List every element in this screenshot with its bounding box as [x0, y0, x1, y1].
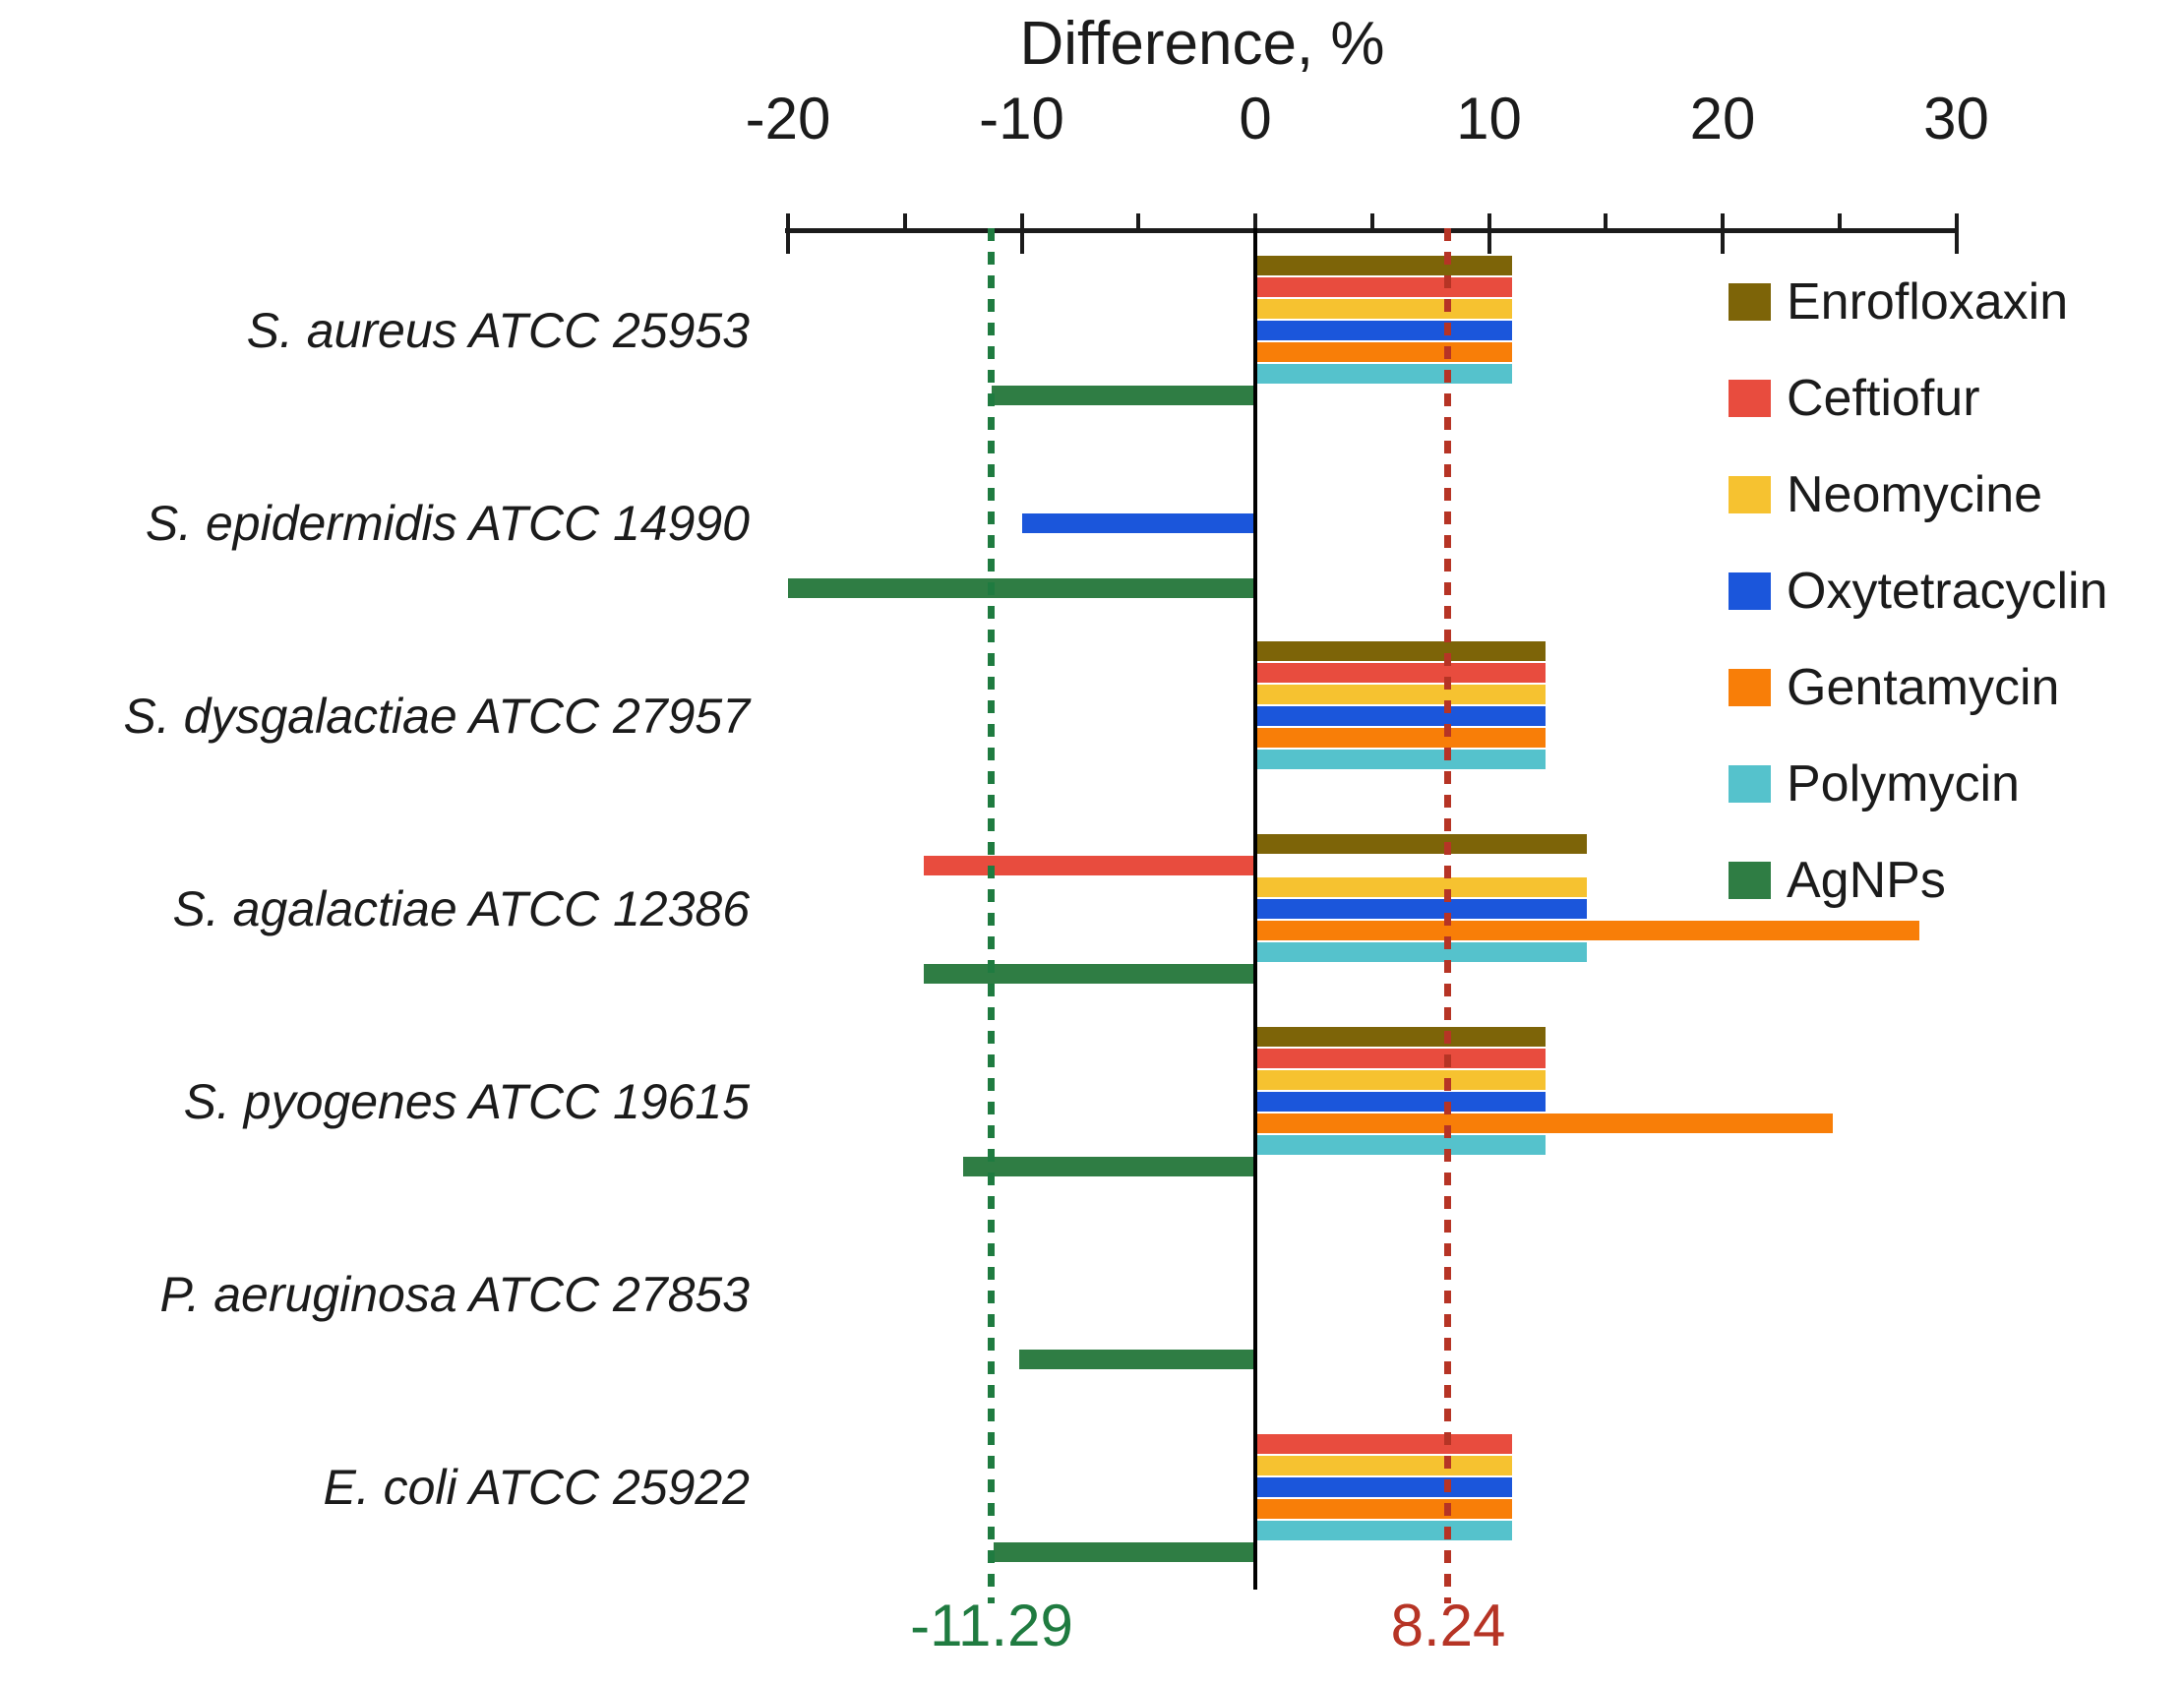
reference-line--11.29 [988, 228, 996, 1603]
legend-label-oxytetracyclin: Oxytetracyclin [1787, 563, 2108, 620]
x-axis-tick-label-30: 30 [1923, 86, 1989, 151]
bar-enrofloxaxin-s-agalactiae-atcc-12386 [1255, 834, 1588, 854]
x-axis-minor-tick-15 [1604, 213, 1608, 233]
bar-polymycin-s-dysgalactiae-atcc-27957 [1255, 750, 1546, 769]
x-axis-tick-label-10: 10 [1456, 86, 1522, 151]
reference-label-antibiotic-mean: 8.24 [1390, 1593, 1506, 1658]
bar-polymycin-e-coli-atcc-25922 [1255, 1521, 1513, 1540]
legend-item-ceftiofur: Ceftiofur [1729, 370, 1980, 427]
bar-neomycine-s-aureus-atcc-25953 [1255, 299, 1513, 319]
bar-oxytetracyclin-e-coli-atcc-25922 [1255, 1477, 1513, 1497]
bar-polymycin-s-agalactiae-atcc-12386 [1255, 942, 1588, 962]
bar-enrofloxaxin-s-dysgalactiae-atcc-27957 [1255, 641, 1546, 661]
legend-item-gentamycin: Gentamycin [1729, 659, 2060, 716]
category-label-p-aeruginosa-atcc-27853: P. aeruginosa ATCC 27853 [159, 1267, 750, 1322]
bar-ceftiofur-s-agalactiae-atcc-12386 [923, 856, 1255, 875]
legend-item-polymycin: Polymycin [1729, 755, 2020, 812]
bar-enrofloxaxin-s-aureus-atcc-25953 [1255, 256, 1513, 275]
legend-swatch-gentamycin [1729, 669, 1771, 706]
x-axis-minor-tick-25 [1837, 213, 1842, 233]
legend-swatch-polymycin [1729, 765, 1771, 803]
bar-ceftiofur-e-coli-atcc-25922 [1255, 1434, 1513, 1454]
bar-neomycine-s-agalactiae-atcc-12386 [1255, 877, 1588, 897]
legend-label-ceftiofur: Ceftiofur [1787, 370, 1980, 427]
legend-label-polymycin: Polymycin [1787, 755, 2020, 812]
legend-label-agnps: AgNPs [1787, 852, 1946, 909]
legend-item-neomycine: Neomycine [1729, 466, 2043, 523]
bar-gentamycin-s-pyogenes-atcc-19615 [1255, 1113, 1833, 1133]
legend-swatch-agnps [1729, 862, 1771, 899]
x-axis-tick-label--20: -20 [745, 86, 831, 151]
category-label-s-dysgalactiae-atcc-27957: S. dysgalactiae ATCC 27957 [123, 689, 750, 744]
bar-oxytetracyclin-s-aureus-atcc-25953 [1255, 321, 1513, 340]
bar-agnps-p-aeruginosa-atcc-27853 [1019, 1350, 1255, 1369]
bar-agnps-s-epidermidis-atcc-14990 [788, 578, 1255, 598]
x-axis-major-tick-30 [1954, 213, 1959, 254]
bar-ceftiofur-s-pyogenes-atcc-19615 [1255, 1049, 1546, 1068]
reference-label-agnps-mean: -11.29 [910, 1593, 1073, 1658]
category-label-s-aureus-atcc-25953: S. aureus ATCC 25953 [246, 303, 750, 358]
legend-label-enrofloxaxin: Enrofloxaxin [1787, 273, 2069, 331]
x-axis-tick-label-20: 20 [1689, 86, 1756, 151]
category-label-s-epidermidis-atcc-14990: S. epidermidis ATCC 14990 [145, 496, 750, 551]
bar-gentamycin-s-aureus-atcc-25953 [1255, 342, 1513, 362]
legend-label-gentamycin: Gentamycin [1787, 659, 2060, 716]
bar-neomycine-e-coli-atcc-25922 [1255, 1456, 1513, 1475]
bar-agnps-s-aureus-atcc-25953 [991, 386, 1255, 405]
category-label-e-coli-atcc-25922: E. coli ATCC 25922 [323, 1460, 750, 1515]
bar-oxytetracyclin-s-dysgalactiae-atcc-27957 [1255, 706, 1546, 726]
bar-agnps-e-coli-atcc-25922 [994, 1542, 1255, 1562]
legend-swatch-ceftiofur [1729, 380, 1771, 417]
x-axis-major-tick-20 [1721, 213, 1725, 254]
bar-gentamycin-s-agalactiae-atcc-12386 [1255, 921, 1919, 940]
reference-line-8.24 [1444, 228, 1452, 1603]
bar-neomycine-s-pyogenes-atcc-19615 [1255, 1070, 1546, 1090]
legend-label-neomycine: Neomycine [1787, 466, 2043, 523]
bar-gentamycin-s-dysgalactiae-atcc-27957 [1255, 728, 1546, 748]
x-axis-major-tick-10 [1486, 213, 1491, 254]
bar-oxytetracyclin-s-pyogenes-atcc-19615 [1255, 1092, 1546, 1112]
x-axis-minor-tick-5 [1369, 213, 1374, 233]
bar-oxytetracyclin-s-agalactiae-atcc-12386 [1255, 899, 1588, 919]
bar-agnps-s-agalactiae-atcc-12386 [923, 964, 1255, 984]
x-axis-minor-tick--5 [1136, 213, 1141, 233]
legend-item-enrofloxaxin: Enrofloxaxin [1729, 273, 2069, 331]
category-label-s-pyogenes-atcc-19615: S. pyogenes ATCC 19615 [183, 1074, 750, 1129]
bar-ceftiofur-s-aureus-atcc-25953 [1255, 277, 1513, 297]
bar-gentamycin-e-coli-atcc-25922 [1255, 1499, 1513, 1519]
bar-polymycin-s-pyogenes-atcc-19615 [1255, 1135, 1546, 1155]
bar-enrofloxaxin-s-pyogenes-atcc-19615 [1255, 1027, 1546, 1047]
category-label-s-agalactiae-atcc-12386: S. agalactiae ATCC 12386 [172, 881, 750, 936]
zero-baseline [1253, 228, 1257, 1590]
bar-polymycin-s-aureus-atcc-25953 [1255, 364, 1513, 384]
x-axis-minor-tick--15 [902, 213, 907, 233]
x-axis-tick-label--10: -10 [979, 86, 1064, 151]
legend-item-agnps: AgNPs [1729, 852, 1946, 909]
x-axis-tick-label-0: 0 [1239, 86, 1272, 151]
legend-swatch-enrofloxaxin [1729, 283, 1771, 321]
bar-ceftiofur-s-dysgalactiae-atcc-27957 [1255, 663, 1546, 683]
x-axis-major-tick--10 [1019, 213, 1024, 254]
legend-item-oxytetracyclin: Oxytetracyclin [1729, 563, 2108, 620]
bar-oxytetracyclin-s-epidermidis-atcc-14990 [1021, 513, 1255, 533]
x-axis-major-tick--20 [786, 213, 790, 254]
legend-swatch-neomycine [1729, 476, 1771, 513]
bar-agnps-s-pyogenes-atcc-19615 [963, 1157, 1255, 1176]
chart-title: Difference, % [1019, 10, 1385, 78]
bar-neomycine-s-dysgalactiae-atcc-27957 [1255, 685, 1546, 704]
legend-swatch-oxytetracyclin [1729, 572, 1771, 610]
